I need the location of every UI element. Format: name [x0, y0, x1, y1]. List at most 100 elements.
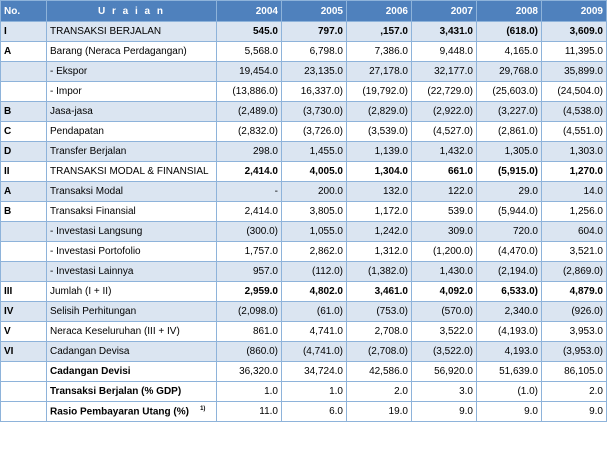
value-cell-2004: 2,414.0	[216, 201, 282, 222]
value-cell-2009: 14.0	[541, 181, 607, 202]
value-cell-2007: 4,092.0	[411, 281, 477, 302]
row-number: IV	[0, 301, 47, 322]
row-description-text: Jumlah (I + II)	[50, 286, 112, 297]
value-cell-2006: 19.0	[346, 401, 412, 422]
header-description: U r a i a n	[46, 0, 217, 22]
table-row: V Neraca Keseluruhan (III + IV) 861.0 4,741…	[0, 321, 607, 342]
row-description: Rasio Pembayaran Utang (%) 1)	[46, 401, 217, 422]
value-cell-2005: 200.0	[281, 181, 347, 202]
value-cell-2008: 29,768.0	[476, 61, 542, 82]
value-cell-2009: (24,504.0)	[541, 81, 607, 102]
row-description: - Investasi Lainnya	[46, 261, 217, 282]
value-cell-2005: 6.0	[281, 401, 347, 422]
row-number	[0, 221, 47, 242]
table-row: C Pendapatan (2,832.0) (3,726.0) (3,539.0) (4…	[0, 121, 607, 142]
value-cell-2007: 661.0	[411, 161, 477, 182]
value-cell-2007: 1,430.0	[411, 261, 477, 282]
value-cell-2008: 51,639.0	[476, 361, 542, 382]
row-description: Transaksi Finansial	[46, 201, 217, 222]
value-cell-2005: (61.0)	[281, 301, 347, 322]
value-cell-2004: 11.0	[216, 401, 282, 422]
value-cell-2009: 1,303.0	[541, 141, 607, 162]
row-number: III	[0, 281, 47, 302]
row-description-text: TRANSAKSI MODAL & FINANSIAL	[50, 166, 209, 177]
value-cell-2008: 9.0	[476, 401, 542, 422]
value-cell-2005: 3,805.0	[281, 201, 347, 222]
row-description: Transaksi Modal	[46, 181, 217, 202]
row-description: Selisih Perhitungan	[46, 301, 217, 322]
value-cell-2008: 29.0	[476, 181, 542, 202]
value-cell-2008: (5,944.0)	[476, 201, 542, 222]
row-description: - Investasi Langsung	[46, 221, 217, 242]
footnote-marker: 1)	[200, 405, 206, 412]
value-cell-2007: 9,448.0	[411, 41, 477, 62]
table-row: - Investasi Langsung (300.0) 1,055.0 1,242.…	[0, 221, 607, 242]
value-cell-2009: (3,953.0)	[541, 341, 607, 362]
table-row: D Transfer Berjalan 298.0 1,455.0 1,139.0 1,4…	[0, 141, 607, 162]
row-number: I	[0, 21, 47, 42]
row-number: V	[0, 321, 47, 342]
row-description-text: Cadangan Devisa	[50, 346, 130, 357]
value-cell-2009: 1,256.0	[541, 201, 607, 222]
value-cell-2005: (112.0)	[281, 261, 347, 282]
value-cell-2004: 1,757.0	[216, 241, 282, 262]
value-cell-2005: 4,802.0	[281, 281, 347, 302]
value-cell-2005: 16,337.0)	[281, 81, 347, 102]
table-row: - Ekspor 19,454.0 23,135.0 27,178.0 32,177.0…	[0, 61, 607, 82]
row-number	[0, 401, 47, 422]
header-year-2007: 2007	[411, 0, 477, 22]
value-cell-2004: 36,320.0	[216, 361, 282, 382]
value-cell-2004: (2,832.0)	[216, 121, 282, 142]
value-cell-2008: (618.0)	[476, 21, 542, 42]
value-cell-2005: 34,724.0	[281, 361, 347, 382]
row-description: Pendapatan	[46, 121, 217, 142]
value-cell-2009: (2,869.0)	[541, 261, 607, 282]
value-cell-2009: (4,551.0)	[541, 121, 607, 142]
table-row: - Investasi Lainnya 957.0 (112.0) (1,382.0)…	[0, 261, 607, 282]
row-description-text: - Investasi Portofolio	[50, 246, 141, 257]
table-row: - Investasi Portofolio 1,757.0 2,862.0 1,31…	[0, 241, 607, 262]
row-description: TRANSAKSI BERJALAN	[46, 21, 217, 42]
table-header-row: No. U r a i a n 2004 2005 2006 2007 2008…	[0, 0, 607, 22]
value-cell-2004: 2,959.0	[216, 281, 282, 302]
row-description: Jasa-jasa	[46, 101, 217, 122]
row-number	[0, 241, 47, 262]
value-cell-2004: (2,098.0)	[216, 301, 282, 322]
row-description: Transaksi Berjalan (% GDP)	[46, 381, 217, 402]
value-cell-2005: 4,741.0	[281, 321, 347, 342]
row-description: - Investasi Portofolio	[46, 241, 217, 262]
table-row: Rasio Pembayaran Utang (%) 1) 11.0 6.0 19.0…	[0, 401, 607, 422]
row-description-text: Transaksi Finansial	[50, 206, 136, 217]
row-description: Barang (Neraca Perdagangan)	[46, 41, 217, 62]
value-cell-2004: 545.0	[216, 21, 282, 42]
table-row: A Transaksi Modal -200.0 132.0 122.0 29.0 14.0	[0, 181, 607, 202]
table-row: III Jumlah (I + II) 2,959.0 4,802.0 3,461.0 4…	[0, 281, 607, 302]
table-row: Cadangan Devisi 36,320.0 34,724.0 42,586.0 5…	[0, 361, 607, 382]
value-cell-2006: (753.0)	[346, 301, 412, 322]
value-cell-2008: 1,305.0	[476, 141, 542, 162]
value-cell-2008: 6,533.0)	[476, 281, 542, 302]
value-cell-2007: 1,432.0	[411, 141, 477, 162]
value-cell-2006: (2,708.0)	[346, 341, 412, 362]
table-row: B Transaksi Finansial 2,414.0 3,805.0 1,172.…	[0, 201, 607, 222]
value-cell-2008: (2,861.0)	[476, 121, 542, 142]
value-cell-2007: (1,200.0)	[411, 241, 477, 262]
value-cell-2009: 3,953.0	[541, 321, 607, 342]
value-cell-2008: (5,915.0)	[476, 161, 542, 182]
value-cell-2005: 4,005.0	[281, 161, 347, 182]
value-cell-2006: (1,382.0)	[346, 261, 412, 282]
value-cell-2008: (3,227.0)	[476, 101, 542, 122]
value-cell-2005: 23,135.0	[281, 61, 347, 82]
value-cell-2006: 2.0	[346, 381, 412, 402]
row-number: A	[0, 181, 47, 202]
value-cell-2004: 5,568.0	[216, 41, 282, 62]
row-number: VI	[0, 341, 47, 362]
row-number	[0, 381, 47, 402]
value-cell-2007: 3,522.0	[411, 321, 477, 342]
row-description: Cadangan Devisi	[46, 361, 217, 382]
value-cell-2004: (300.0)	[216, 221, 282, 242]
value-cell-2009: 4,879.0	[541, 281, 607, 302]
value-cell-2004: 2,414.0	[216, 161, 282, 182]
header-year-2008: 2008	[476, 0, 542, 22]
row-description-text: - Ekspor	[50, 66, 88, 77]
